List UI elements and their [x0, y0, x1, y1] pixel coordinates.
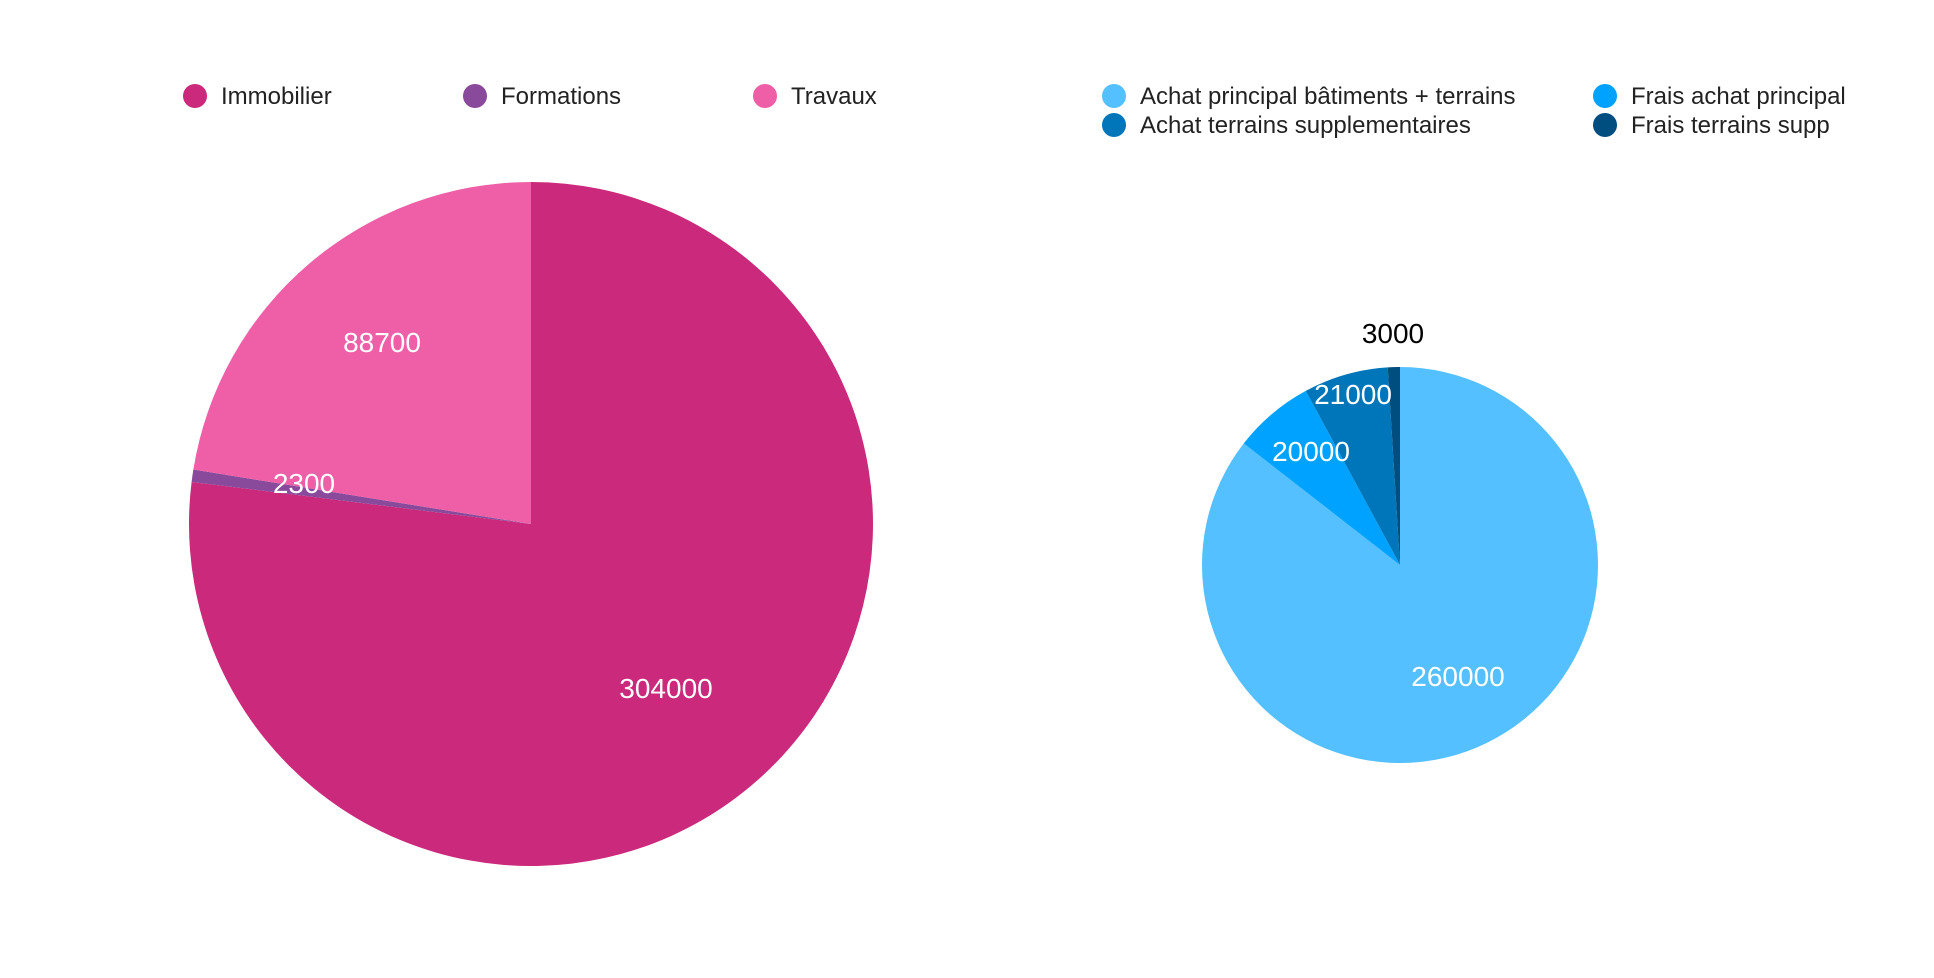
legend-label: Frais terrains supp	[1631, 112, 1830, 139]
legend-swatch	[1102, 84, 1126, 108]
pie-slice-achat-terrains-supplementaires	[1305, 367, 1400, 565]
legend-swatch	[1102, 113, 1126, 137]
pie-chart-left: Immobilier Formations Travaux 304000 2300 887…	[183, 83, 877, 866]
data-label-travaux: 88700	[343, 327, 421, 358]
data-label-formations: 2300	[273, 468, 335, 499]
legend-item-achat-principal-batiments-terrains: Achat principal bâtiments + terrains	[1102, 83, 1516, 110]
legend-label: Achat principal bâtiments + terrains	[1140, 83, 1516, 110]
data-label-achat-terrains-supplementaires: 21000	[1314, 379, 1392, 410]
pie-slice-frais-terrains-supp	[1387, 367, 1400, 565]
data-label-frais-achat-principal: 20000	[1272, 436, 1350, 467]
pie-slice-formations	[191, 469, 531, 524]
data-label-immobilier: 304000	[619, 673, 712, 704]
legend-label: Frais achat principal	[1631, 83, 1846, 110]
legend-item-formations: Formations	[463, 83, 621, 110]
legend-label: Formations	[501, 83, 621, 110]
data-label-frais-terrains-supp: 3000	[1362, 318, 1424, 349]
legend-swatch	[753, 84, 777, 108]
legend-label: Immobilier	[221, 83, 332, 110]
legend-swatch	[463, 84, 487, 108]
data-label-achat-principal-batiments-terrains: 260000	[1411, 661, 1504, 692]
legend-item-achat-terrains-supplementaires: Achat terrains supplementaires	[1102, 112, 1471, 139]
pie-slice-achat-principal-batiments-terrains	[1201, 367, 1598, 763]
legend-swatch	[1593, 84, 1617, 108]
legend-item-frais-terrains-supp: Frais terrains supp	[1593, 112, 1830, 139]
legend-swatch	[183, 84, 207, 108]
legend-label: Travaux	[791, 83, 877, 110]
legend-item-immobilier: Immobilier	[183, 83, 332, 110]
legend-item-travaux: Travaux	[753, 83, 877, 110]
legend-item-frais-achat-principal: Frais achat principal	[1593, 83, 1846, 110]
pie-slice-frais-achat-principal	[1243, 390, 1400, 565]
pie-slice-travaux	[193, 182, 531, 524]
legend-swatch	[1593, 113, 1617, 137]
legend-label: Achat terrains supplementaires	[1140, 112, 1471, 139]
pie-chart-right: Achat principal bâtiments + terrains Frai…	[1102, 83, 1846, 763]
